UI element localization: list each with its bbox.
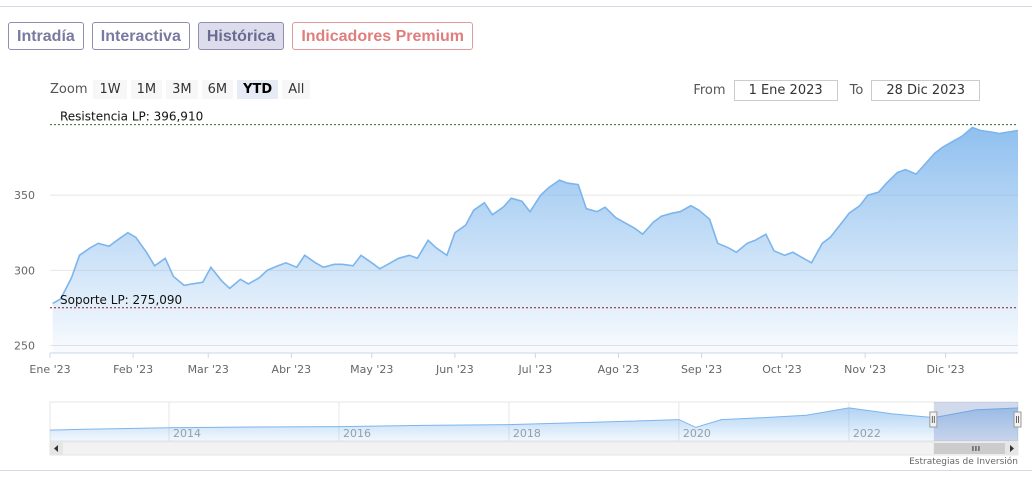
scrollbar-thumb[interactable] bbox=[933, 443, 1018, 454]
x-tick-label: Oct '23 bbox=[762, 363, 802, 376]
bottom-divider bbox=[0, 470, 1032, 471]
navigator-window bbox=[933, 402, 1018, 441]
zoom-3m-button[interactable]: 3M bbox=[166, 80, 198, 99]
x-tick-label: Ago '23 bbox=[598, 363, 640, 376]
support-label: Soporte LP: 275,090 bbox=[60, 293, 182, 307]
x-tick-label: May '23 bbox=[350, 363, 393, 376]
price-area bbox=[52, 127, 1018, 353]
navigator-line bbox=[49, 407, 1019, 431]
navigator: 2014 2016 2018 2020 2022 bbox=[49, 401, 1022, 456]
navigator-handle-left[interactable] bbox=[929, 411, 938, 428]
x-tick-label: Jul '23 bbox=[517, 363, 552, 376]
x-tick-label: Abr '23 bbox=[272, 363, 312, 376]
tab-intradia[interactable]: Intradía bbox=[8, 22, 84, 50]
left-arrow-icon bbox=[54, 445, 58, 452]
from-date-input[interactable]: 1 Ene 2023 bbox=[733, 80, 838, 101]
navigator-year-label: 2016 bbox=[343, 427, 371, 440]
price-line bbox=[52, 126, 1019, 305]
y-tick-label: 250 bbox=[14, 339, 35, 352]
zoom-selector: Zoom 1W 1M 3M 6M YTD All bbox=[50, 80, 311, 99]
navigator-year-label: 2018 bbox=[513, 427, 541, 440]
view-tabs: Intradía Interactiva Histórica Indicador… bbox=[8, 22, 474, 50]
x-tick-label: Ene '23 bbox=[29, 363, 70, 376]
navigator-scrollbar[interactable] bbox=[49, 441, 1019, 456]
tab-historica[interactable]: Histórica bbox=[197, 22, 285, 50]
to-label: To bbox=[849, 83, 864, 98]
navigator-frame bbox=[49, 401, 1019, 442]
resistance-label: Resistencia LP: 396,910 bbox=[60, 110, 203, 124]
y-tick-label: 350 bbox=[14, 189, 35, 202]
navigator-year-label: 2022 bbox=[853, 427, 881, 440]
credit-text: Estrategias de Inversión bbox=[909, 457, 1018, 467]
zoom-all-button[interactable]: All bbox=[282, 80, 311, 99]
top-divider bbox=[0, 6, 1032, 7]
navigator-area bbox=[50, 407, 1018, 441]
x-tick-label: Mar '23 bbox=[188, 363, 229, 376]
support-resistance: Resistencia LP: 396,910 Soporte LP: 275,0… bbox=[50, 110, 1018, 309]
x-tick-label: Feb '23 bbox=[113, 363, 153, 376]
y-tick-label: 300 bbox=[14, 264, 35, 277]
x-tick-label: Sep '23 bbox=[681, 363, 722, 376]
zoom-ytd-button[interactable]: YTD bbox=[237, 80, 279, 99]
zoom-1w-button[interactable]: 1W bbox=[93, 80, 127, 99]
navigator-year-label: 2014 bbox=[173, 427, 201, 440]
x-axis: Ene '23 Feb '23 Mar '23 Abr '23 May '23 Jun '… bbox=[29, 352, 1018, 376]
y-axis: 250 300 350 bbox=[14, 189, 35, 352]
scroll-right-arrow[interactable] bbox=[1005, 442, 1018, 455]
x-tick-label: Dic '23 bbox=[927, 363, 965, 376]
tab-indicadores-premium[interactable]: Indicadores Premium bbox=[292, 22, 474, 50]
grid-lines bbox=[50, 194, 1018, 346]
right-arrow-icon bbox=[1010, 445, 1014, 452]
scroll-left-arrow[interactable] bbox=[50, 442, 63, 455]
x-tick-label: Jun '23 bbox=[435, 363, 474, 376]
zoom-6m-button[interactable]: 6M bbox=[201, 80, 234, 99]
from-label: From bbox=[693, 83, 726, 98]
tab-interactiva[interactable]: Interactiva bbox=[91, 22, 190, 50]
zoom-label: Zoom bbox=[50, 82, 88, 97]
x-tick-label: Nov '23 bbox=[844, 363, 886, 376]
navigator-year-label: 2020 bbox=[683, 427, 711, 440]
navigator-handle-right[interactable] bbox=[1013, 411, 1022, 428]
date-range: From 1 Ene 2023 To 28 Dic 2023 bbox=[693, 80, 980, 101]
to-date-input[interactable]: 28 Dic 2023 bbox=[871, 80, 980, 101]
zoom-1m-button[interactable]: 1M bbox=[130, 80, 163, 99]
